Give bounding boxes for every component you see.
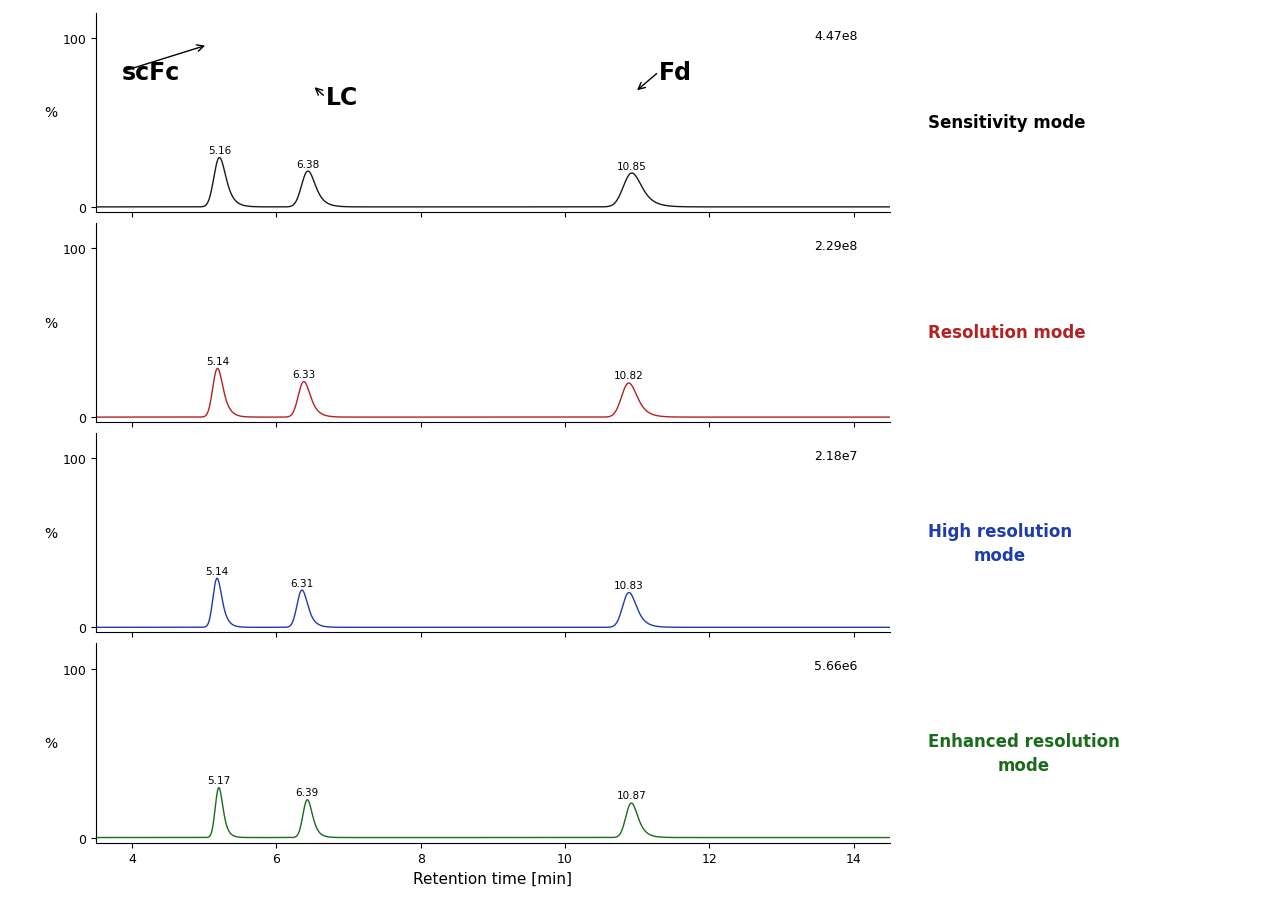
Y-axis label: %: %	[45, 527, 58, 540]
Text: Sensitivity mode: Sensitivity mode	[928, 114, 1085, 132]
Y-axis label: %: %	[45, 316, 58, 330]
Text: 10.87: 10.87	[617, 791, 646, 801]
Y-axis label: %: %	[45, 736, 58, 750]
Text: 10.85: 10.85	[617, 161, 646, 171]
Text: LC: LC	[325, 86, 357, 110]
Text: 5.17: 5.17	[207, 775, 230, 785]
Text: 5.66e6: 5.66e6	[814, 660, 858, 672]
Text: 5.16: 5.16	[207, 146, 232, 156]
Text: Fd: Fd	[659, 61, 691, 85]
Text: Enhanced resolution
mode: Enhanced resolution mode	[928, 732, 1120, 773]
Text: 4.47e8: 4.47e8	[814, 29, 858, 43]
Text: High resolution
mode: High resolution mode	[928, 522, 1073, 564]
Text: 2.18e7: 2.18e7	[814, 449, 858, 463]
Text: 5.14: 5.14	[206, 356, 229, 366]
Text: Resolution mode: Resolution mode	[928, 324, 1085, 343]
Text: 10.82: 10.82	[614, 371, 644, 381]
Text: 6.31: 6.31	[291, 578, 314, 588]
Text: 10.83: 10.83	[614, 580, 644, 590]
Text: 5.14: 5.14	[205, 566, 229, 576]
Text: 6.33: 6.33	[292, 370, 315, 380]
Text: scFc: scFc	[122, 61, 179, 85]
X-axis label: Retention time [min]: Retention time [min]	[413, 871, 572, 885]
Text: 6.39: 6.39	[296, 787, 319, 797]
Text: 2.29e8: 2.29e8	[814, 240, 858, 252]
Text: 6.38: 6.38	[297, 159, 320, 169]
Y-axis label: %: %	[45, 107, 58, 120]
